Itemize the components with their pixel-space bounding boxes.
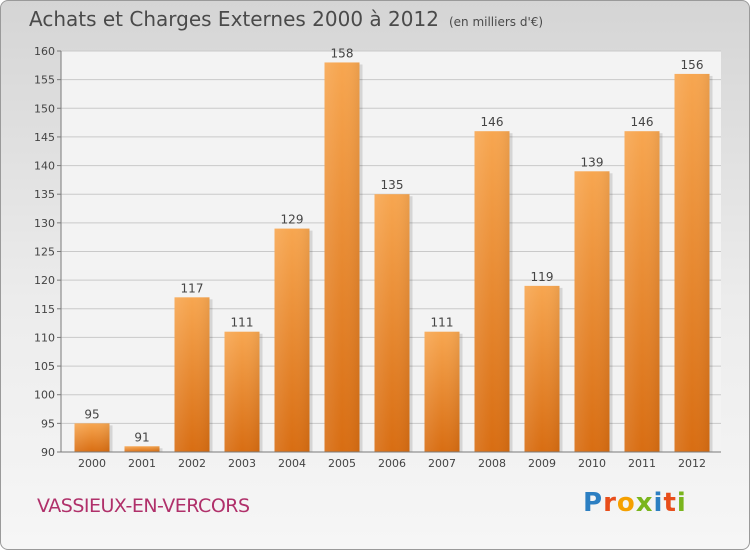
bar-shine	[424, 331, 460, 452]
chart-title-text: Achats et Charges Externes 2000 à 2012	[29, 7, 439, 31]
data-label: 111	[431, 316, 454, 330]
chart-title: Achats et Charges Externes 2000 à 2012 (e…	[29, 7, 543, 31]
y-tick-label: 125	[34, 246, 55, 259]
data-label: 156	[681, 58, 704, 72]
data-label: 158	[331, 46, 354, 60]
y-tick-label: 135	[34, 188, 55, 201]
y-tick-label: 110	[34, 331, 55, 344]
bar-2009: 119	[524, 270, 563, 452]
x-tick-label: 2008	[478, 457, 506, 470]
y-tick-label: 160	[34, 45, 55, 58]
bar-shine	[474, 131, 510, 452]
bar-shine	[224, 331, 260, 452]
y-tick-label: 130	[34, 217, 55, 230]
bar-2006: 135	[374, 178, 413, 452]
x-tick-label: 2001	[128, 457, 156, 470]
x-tick-label: 2000	[78, 457, 106, 470]
x-tick-label: 2009	[528, 457, 556, 470]
bar-2003: 111	[224, 316, 263, 452]
x-tick-label: 2005	[328, 457, 356, 470]
data-label: 135	[381, 178, 404, 192]
y-tick-label: 145	[34, 131, 55, 144]
data-label: 129	[281, 213, 304, 227]
data-label: 139	[581, 155, 604, 169]
data-label: 91	[134, 430, 149, 444]
y-tick-label: 120	[34, 274, 55, 287]
x-tick-label: 2010	[578, 457, 606, 470]
bar-shine	[174, 297, 210, 452]
y-tick-label: 150	[34, 102, 55, 115]
bar-shine	[274, 228, 310, 452]
bar-shine	[124, 446, 160, 452]
y-tick-label: 95	[41, 417, 55, 430]
data-label: 146	[631, 115, 654, 129]
commune-name: VASSIEUX-EN-VERCORS	[37, 495, 250, 517]
bar-shine	[674, 73, 710, 453]
data-label: 95	[84, 407, 99, 421]
x-tick-label: 2003	[228, 457, 256, 470]
bar-shine	[324, 62, 360, 452]
y-tick-label: 90	[41, 446, 55, 459]
chart-unit: (en milliers d'€)	[448, 15, 544, 29]
bar-shine	[74, 423, 110, 452]
bar-2012: 156	[674, 58, 713, 453]
bar-2007: 111	[424, 316, 463, 452]
y-tick-label: 100	[34, 389, 55, 402]
bar-2002: 117	[174, 281, 213, 452]
bar-2001: 91	[124, 430, 163, 452]
bar-shine	[524, 285, 560, 452]
data-label: 146	[481, 115, 504, 129]
bar-shine	[374, 194, 410, 452]
bar-2011: 146	[624, 115, 663, 452]
y-tick-label: 155	[34, 74, 55, 87]
x-tick-label: 2007	[428, 457, 456, 470]
bar-2000: 95	[74, 407, 113, 452]
x-tick-label: 2006	[378, 457, 406, 470]
y-tick-label: 115	[34, 303, 55, 316]
x-tick-label: 2002	[178, 457, 206, 470]
x-tick-label: 2011	[628, 457, 656, 470]
bar-2010: 139	[574, 155, 613, 453]
x-tick-label: 2004	[278, 457, 306, 470]
x-tick-label: 2012	[678, 457, 706, 470]
bar-2005: 158	[324, 46, 363, 452]
data-label: 117	[181, 281, 204, 295]
proxiti-logo[interactable]: Proxiti	[583, 488, 687, 518]
bar-2004: 129	[274, 213, 313, 452]
bar-shine	[624, 131, 660, 452]
bar-2008: 146	[474, 115, 513, 452]
y-tick-label: 105	[34, 360, 55, 373]
bar-shine	[574, 171, 610, 453]
data-label: 119	[531, 270, 554, 284]
y-tick-label: 140	[34, 160, 55, 173]
data-label: 111	[231, 316, 254, 330]
